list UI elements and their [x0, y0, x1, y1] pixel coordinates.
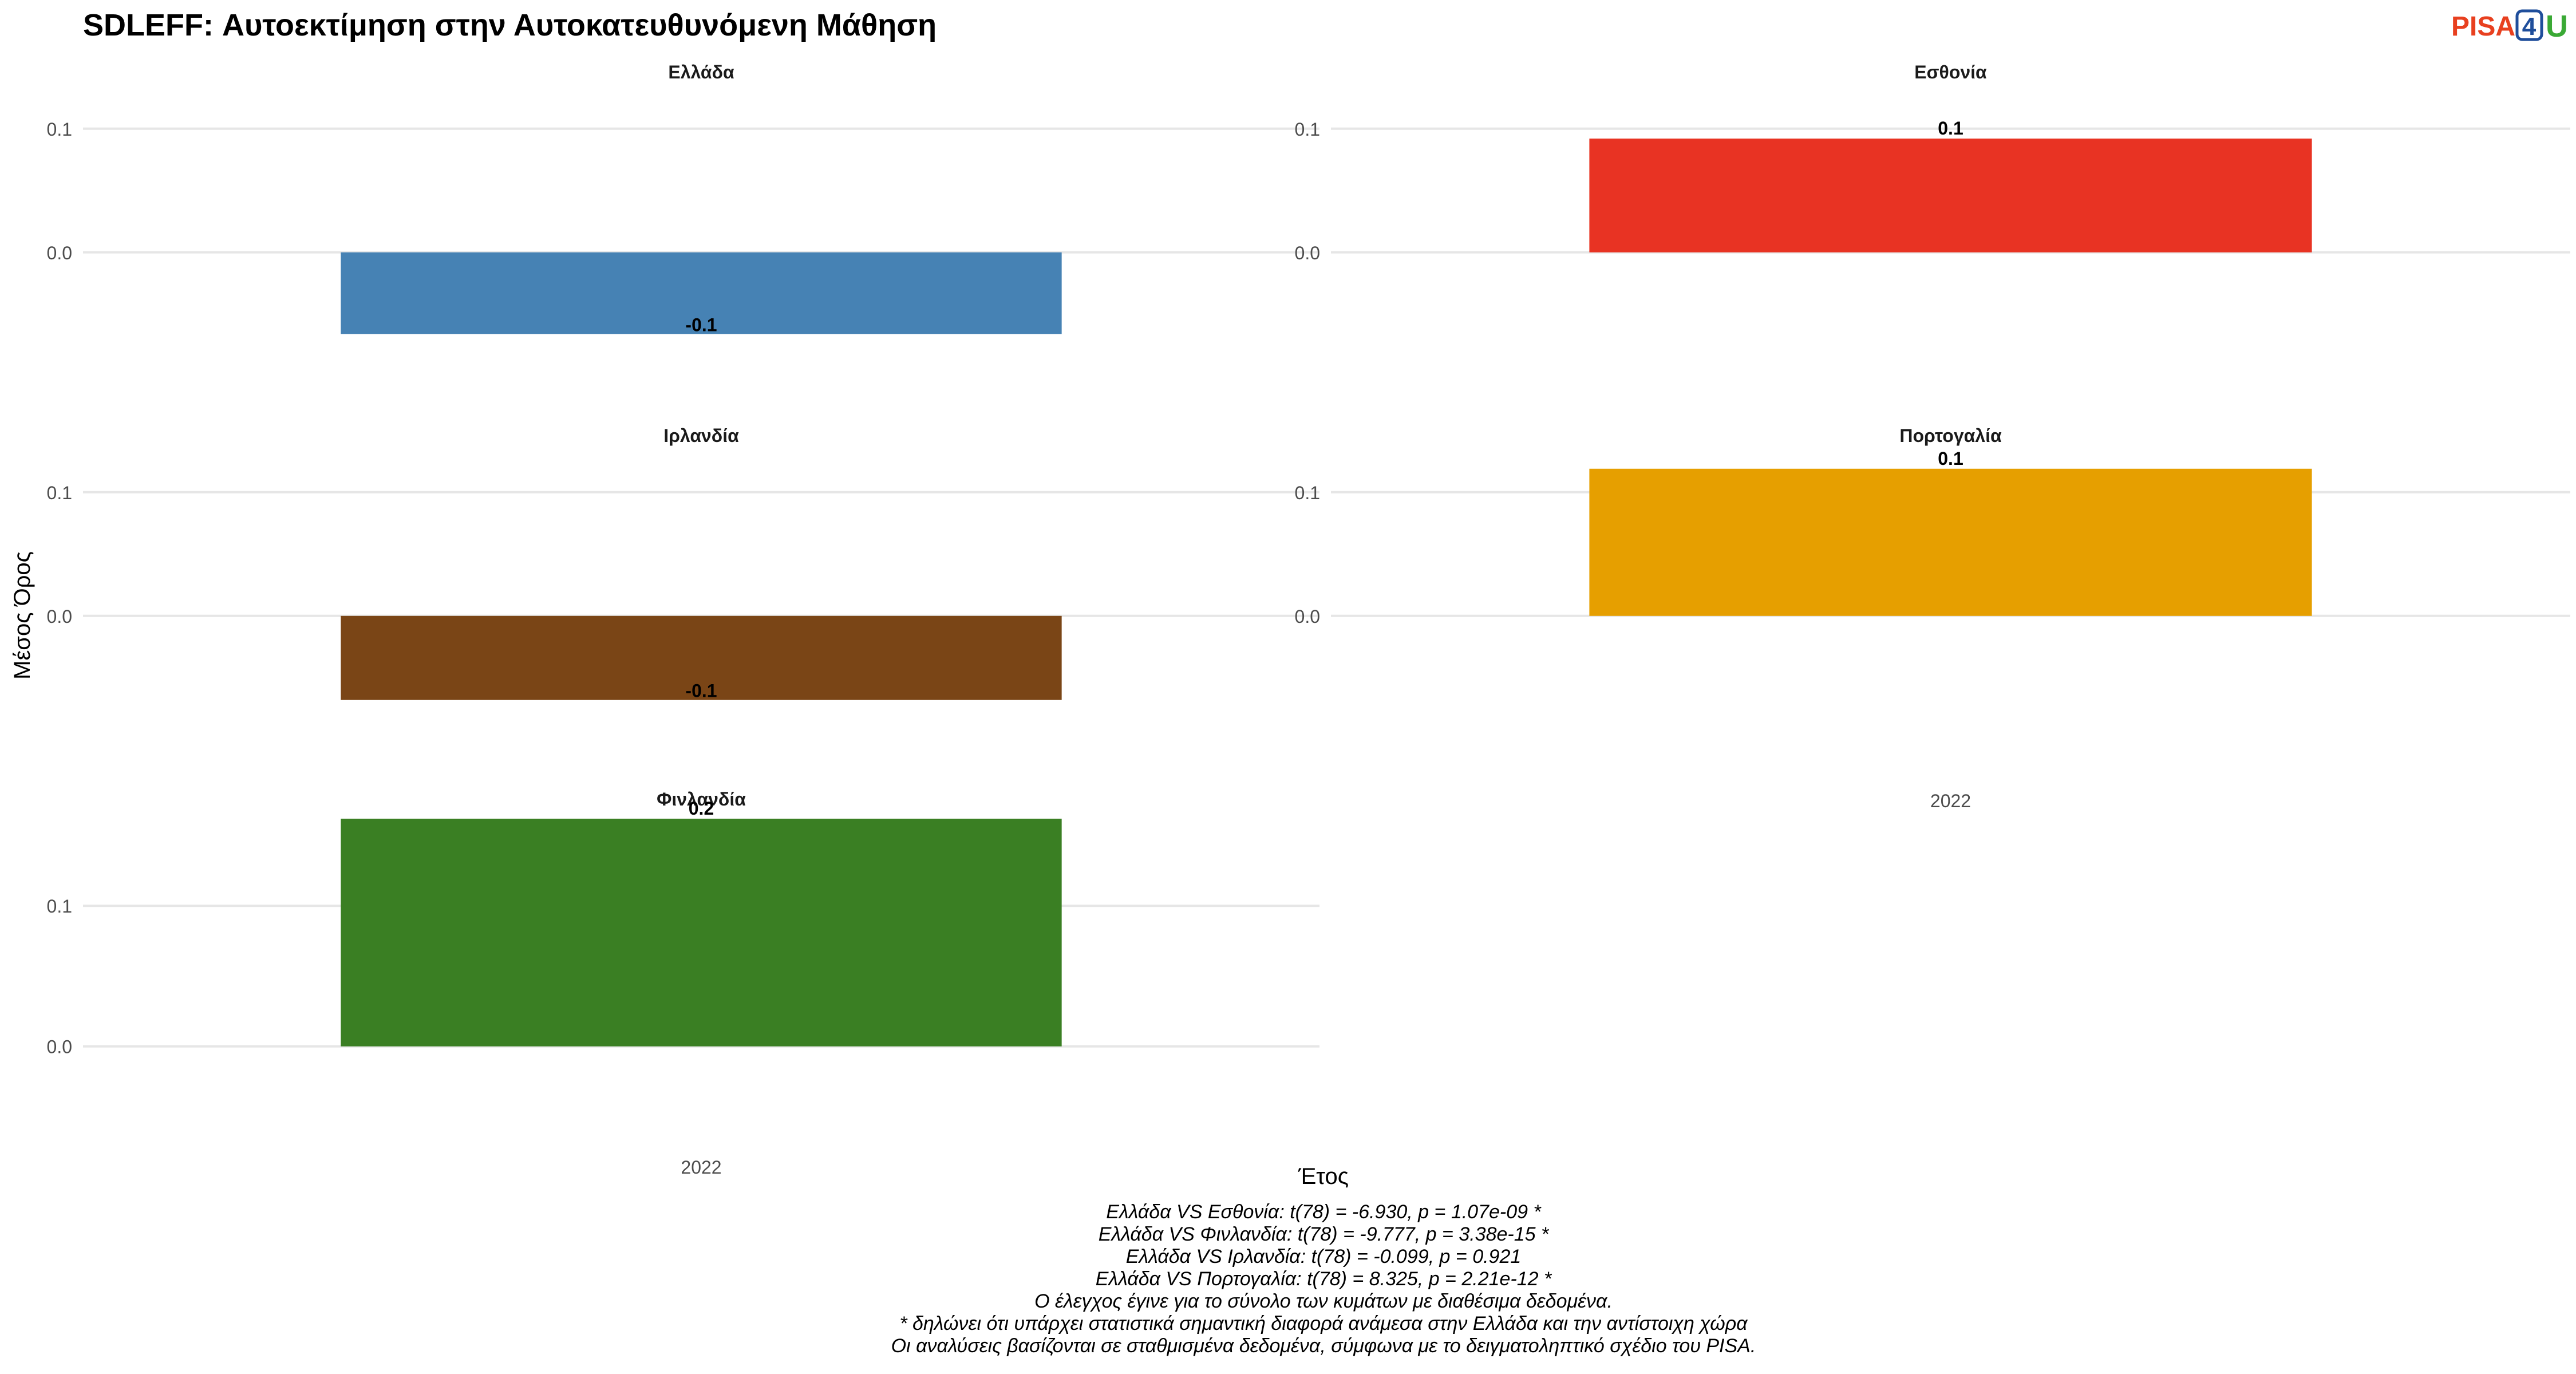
x-axis-label: Έτος	[1298, 1164, 1349, 1189]
y-tick-label: 0.1	[47, 483, 72, 503]
panel-1: Ελλάδα 0.0 0.1 -0.1	[47, 62, 1319, 335]
data-label: 0.2	[689, 798, 714, 819]
y-axis-label: Μέσος Όρος	[10, 551, 35, 680]
caption-line: Ελλάδα VS Ιρλανδία: t(78) = -0.099, p = …	[1126, 1246, 1522, 1268]
y-tick-label: 0.1	[47, 119, 72, 140]
logo-pisa-text: PISA	[2451, 11, 2515, 42]
caption-line: * δηλώνει ότι υπάρχει στατιστικά σημαντι…	[899, 1313, 1748, 1334]
caption-line: Ελλάδα VS Εσθονία: t(78) = -6.930, p = 1…	[1106, 1201, 1542, 1223]
panel-title: Ιρλανδία	[663, 425, 739, 446]
x-tick-label: 2022	[1930, 791, 1971, 811]
caption-line: Ελλάδα VS Φινλανδία: t(78) = -9.777, p =…	[1099, 1223, 1550, 1245]
bar	[341, 819, 1062, 1047]
panel-title: Εσθονία	[1914, 62, 1987, 82]
bar	[1589, 468, 2312, 616]
y-tick-label: 0.1	[1295, 483, 1320, 503]
chart-title: SDLEFF: Αυτοεκτίμηση στην Αυτοκατευθυνόμ…	[83, 8, 937, 42]
y-tick-label: 0.0	[1295, 243, 1320, 263]
logo-u-text: U	[2546, 9, 2568, 44]
x-tick-label: 2022	[681, 1157, 721, 1178]
panel-2: Εσθονία 0.0 0.1 0.1	[1295, 62, 2570, 263]
logo-four-box	[2515, 9, 2543, 41]
panel-title: Ελλάδα	[668, 62, 734, 82]
bar	[341, 615, 1062, 700]
bar	[341, 252, 1062, 334]
data-label: 0.1	[1938, 118, 1963, 139]
y-tick-label: 0.0	[47, 606, 72, 627]
logo-four-text: 4	[2522, 13, 2537, 41]
pisa4u-logo: PISA 4 U	[2451, 9, 2568, 44]
caption-line: Ελλάδα VS Πορτογαλία: t(78) = 8.325, p =…	[1096, 1268, 1552, 1290]
y-tick-label: 0.0	[47, 1037, 72, 1057]
bar	[1589, 139, 2312, 252]
panel-5: Φινλανδία 0.0 0.1 0.2 2022	[47, 789, 1319, 1178]
caption-line: Ο έλεγχος έγινε για το σύνολο των κυμάτω…	[1034, 1290, 1613, 1312]
panel-4: Πορτογαλία 0.0 0.1 0.1 2022	[1295, 425, 2570, 811]
caption-line: Οι αναλύσεις βασίζονται σε σταθμισμένα δ…	[891, 1335, 1756, 1357]
panel-title: Πορτογαλία	[1899, 425, 2002, 446]
panel-3: Ιρλανδία 0.0 0.1 -0.1	[47, 425, 1319, 701]
y-tick-label: 0.1	[47, 896, 72, 917]
y-tick-label: 0.0	[47, 243, 72, 263]
data-label: 0.1	[1938, 448, 1963, 469]
y-tick-label: 0.1	[1295, 119, 1320, 140]
caption: Ελλάδα VS Εσθονία: t(78) = -6.930, p = 1…	[891, 1201, 1756, 1357]
data-label: -0.1	[685, 314, 717, 335]
data-label: -0.1	[685, 681, 717, 701]
y-tick-label: 0.0	[1295, 606, 1320, 627]
panel-title: Φινλανδία	[657, 789, 746, 810]
